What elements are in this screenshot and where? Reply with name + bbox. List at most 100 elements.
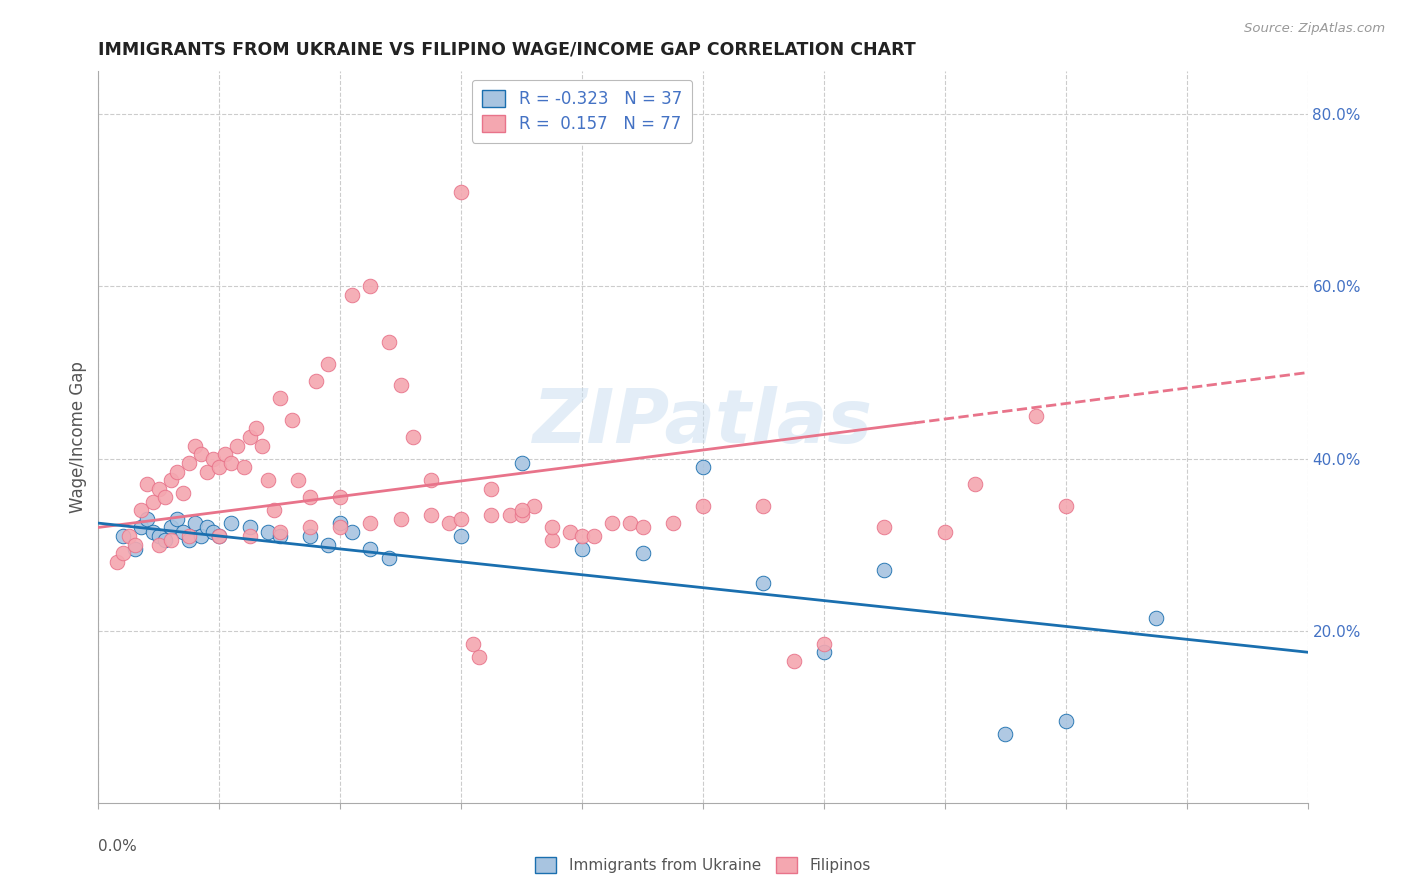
Point [256,524,278,539]
Point [184,516,207,530]
Point [783,654,806,668]
Point [631,520,654,534]
Point [389,512,412,526]
Point [232,460,254,475]
Point [402,430,425,444]
Point [179,533,201,548]
Point [299,520,322,534]
Point [208,529,231,543]
Point [481,482,503,496]
Point [389,378,412,392]
Point [342,288,364,302]
Text: Source: ZipAtlas.com: Source: ZipAtlas.com [1244,22,1385,36]
Point [135,512,157,526]
Point [510,508,533,522]
Point [498,508,520,522]
Point [316,357,339,371]
Point [179,529,201,543]
Point [281,413,304,427]
Point [195,520,218,534]
Point [813,645,835,659]
Point [105,555,128,569]
Point [148,482,170,496]
Point [135,477,157,491]
Point [571,529,593,543]
Point [195,465,218,479]
Point [208,460,231,475]
Point [148,529,170,543]
Point [360,516,382,530]
Point [299,529,322,543]
Point [124,541,146,556]
Point [190,529,212,543]
Point [752,499,775,513]
Point [239,520,262,534]
Point [619,516,641,530]
Point [269,392,291,406]
Point [245,421,267,435]
Point [468,649,491,664]
Point [239,430,262,444]
Point [752,576,775,591]
Point [540,520,562,534]
Text: ZIPatlas: ZIPatlas [533,386,873,459]
Point [571,541,593,556]
Point [256,473,278,487]
Point [450,185,472,199]
Point [124,538,146,552]
Point [994,727,1017,741]
Point [287,473,309,487]
Point [329,491,352,505]
Point [813,637,835,651]
Point [377,335,399,350]
Point [148,538,170,552]
Point [342,524,364,539]
Legend: Immigrants from Ukraine, Filipinos: Immigrants from Ukraine, Filipinos [529,851,877,880]
Point [360,279,382,293]
Point [305,374,328,388]
Point [662,516,685,530]
Point [221,516,243,530]
Point [540,533,562,548]
Point [250,439,273,453]
Point [965,477,987,491]
Point [558,524,581,539]
Point [179,456,201,470]
Point [329,516,352,530]
Point [583,529,606,543]
Point [153,533,176,548]
Point [226,439,249,453]
Point [1024,409,1046,423]
Point [934,524,956,539]
Point [420,473,443,487]
Text: 0.0%: 0.0% [98,839,138,855]
Point [172,486,194,500]
Point [692,499,714,513]
Point [166,512,188,526]
Point [111,546,134,560]
Point [160,520,183,534]
Text: IMMIGRANTS FROM UKRAINE VS FILIPINO WAGE/INCOME GAP CORRELATION CHART: IMMIGRANTS FROM UKRAINE VS FILIPINO WAGE… [98,41,917,59]
Point [602,516,624,530]
Point [510,503,533,517]
Point [263,503,285,517]
Point [481,508,503,522]
Point [142,524,165,539]
Point [437,516,460,530]
Point [377,550,399,565]
Point [184,439,207,453]
Point [142,494,165,508]
Point [523,499,546,513]
Point [118,529,141,543]
Point [160,473,183,487]
Point [172,524,194,539]
Point [1054,714,1077,728]
Point [208,529,231,543]
Point [510,456,533,470]
Point [316,538,339,552]
Point [873,564,896,578]
Point [360,541,382,556]
Point [202,524,225,539]
Point [269,524,291,539]
Point [463,637,485,651]
